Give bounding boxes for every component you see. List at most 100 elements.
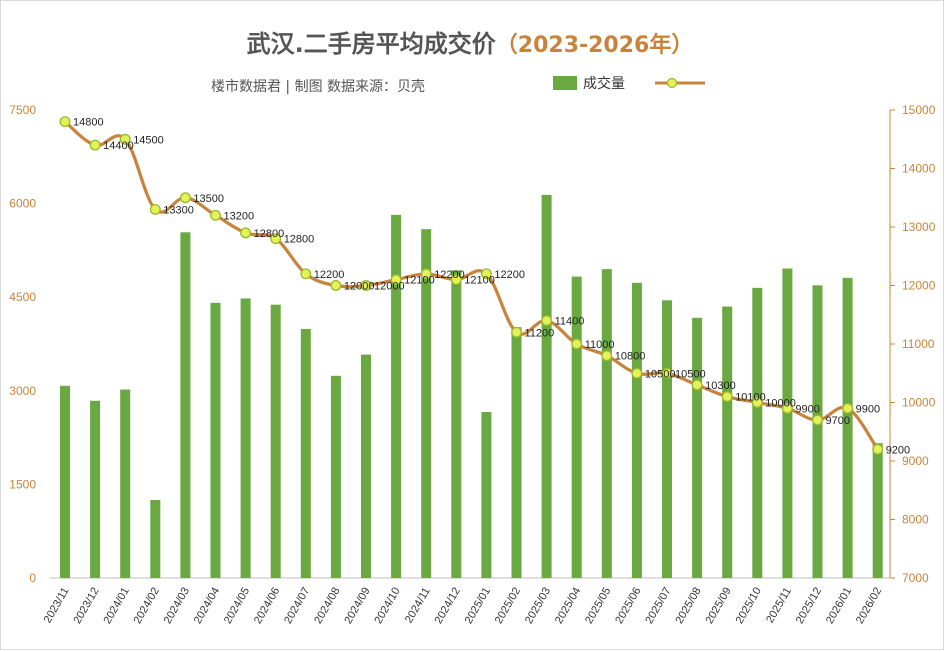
volume-bar <box>872 443 883 578</box>
x-tick-label: 2024/09 <box>342 586 372 626</box>
price-data-label: 12200 <box>434 269 465 281</box>
price-markers <box>59 116 884 455</box>
x-tick-label: 2024/04 <box>192 586 222 626</box>
x-tick-label: 2025/02 <box>493 586 523 626</box>
right-tick-label: 10000 <box>902 396 936 410</box>
price-data-label: 10000 <box>765 398 796 410</box>
price-marker <box>541 315 553 327</box>
left-tick-label: 3000 <box>9 384 36 398</box>
x-tick-label: 2025/07 <box>643 586 673 626</box>
price-marker <box>812 414 823 426</box>
price-data-label: 14500 <box>133 134 164 146</box>
price-data-label: 12200 <box>314 269 345 281</box>
x-tick-label: 2024/12 <box>433 586 463 626</box>
price-marker <box>179 192 191 204</box>
x-axis-ticks: 2023/11 2023/12 2024/01 2024/02 2024/03 2024/… <box>42 586 885 626</box>
price-line <box>63 120 880 451</box>
x-tick-label: 2026/02 <box>854 586 884 626</box>
price-data-label: 12800 <box>284 234 315 246</box>
price-data-label: 13500 <box>193 193 224 205</box>
chart-title-main: 武汉.二手房平均成交价 <box>247 30 497 58</box>
left-tick-label: 7500 <box>9 103 36 117</box>
volume-bar <box>90 400 101 578</box>
price-marker <box>270 233 282 245</box>
left-tick-label: 0 <box>29 571 36 585</box>
left-tick-label: 4500 <box>9 290 36 304</box>
price-data-label: 9900 <box>795 403 819 415</box>
price-marker <box>240 227 252 239</box>
price-data-label: 12000 <box>374 281 405 293</box>
price-marker <box>330 280 342 291</box>
price-data-label: 11400 <box>555 316 585 328</box>
price-marker <box>691 379 703 391</box>
volume-bar <box>601 269 612 578</box>
x-tick-label: 2024/07 <box>282 586 312 626</box>
x-tick-label: 2024/06 <box>252 586 282 626</box>
price-marker <box>872 443 884 455</box>
x-tick-label: 2025/09 <box>704 586 734 626</box>
left-tick-label: 6000 <box>9 197 36 211</box>
price-marker <box>661 367 673 379</box>
right-axis-ticks: 7000 8000 9000 10000 11000 12000 13000 14000 150… <box>890 103 936 585</box>
legend-bar-label: 成交量 <box>583 75 625 92</box>
volume-bar <box>752 287 763 578</box>
volume-bar <box>300 329 311 578</box>
volume-bar <box>662 300 672 578</box>
price-marker <box>210 209 221 221</box>
x-tick-label: 2025/12 <box>794 586 824 626</box>
x-tick-label: 2024/02 <box>132 586 162 626</box>
price-data-label: 9900 <box>856 403 880 415</box>
price-marker <box>59 116 71 128</box>
volume-bar <box>511 327 522 578</box>
price-marker <box>300 268 312 280</box>
left-axis-ticks: 0 1500 3000 4500 6000 7500 <box>9 103 36 585</box>
x-tick-label: 2024/10 <box>372 586 402 626</box>
legend-line-marker <box>666 77 678 89</box>
price-data-label: 9700 <box>826 415 850 427</box>
right-tick-label: 9000 <box>902 454 929 468</box>
chart-title: 武汉.二手房平均成交价（2023-2026年） <box>247 30 694 58</box>
right-tick-label: 8000 <box>902 513 929 527</box>
volume-bar <box>60 385 70 578</box>
x-tick-label: 2024/01 <box>102 586 132 626</box>
price-marker <box>842 402 854 414</box>
price-data-label: 12800 <box>254 228 285 240</box>
price-data-label: 9200 <box>886 444 910 456</box>
volume-bar <box>692 317 703 578</box>
price-marker <box>420 268 432 280</box>
price-marker <box>149 203 161 215</box>
right-tick-label: 13000 <box>902 220 936 234</box>
volume-bar <box>481 412 492 578</box>
price-marker <box>390 274 402 286</box>
legend-bar-swatch <box>553 76 577 90</box>
right-tick-label: 14000 <box>902 162 936 176</box>
price-marker <box>511 326 522 338</box>
volume-bar <box>240 298 251 578</box>
price-marker <box>89 139 101 151</box>
price-data-label: 10800 <box>615 351 646 363</box>
bar-series <box>60 194 883 578</box>
price-data-label: 11000 <box>585 339 615 351</box>
price-marker <box>751 397 763 408</box>
x-tick-label: 2025/10 <box>734 586 764 626</box>
x-tick-label: 2024/03 <box>162 586 192 626</box>
volume-bar <box>391 214 402 578</box>
price-marker <box>721 391 733 403</box>
price-data-label: 12000 <box>344 281 375 293</box>
volume-bar <box>150 500 161 578</box>
volume-bar <box>842 277 853 578</box>
price-data-label: 10300 <box>705 380 736 392</box>
price-data-label: 13300 <box>163 204 194 216</box>
x-tick-label: 2025/06 <box>613 586 643 626</box>
price-marker <box>450 274 462 286</box>
price-data-label: 10500 <box>675 368 706 380</box>
volume-bar <box>631 282 642 578</box>
price-data-label: 14800 <box>73 117 104 129</box>
price-data-label: 10100 <box>735 392 766 404</box>
price-marker <box>631 367 643 379</box>
x-tick-label: 2025/08 <box>673 586 703 626</box>
volume-bar <box>722 306 733 578</box>
volume-bar <box>361 354 371 578</box>
